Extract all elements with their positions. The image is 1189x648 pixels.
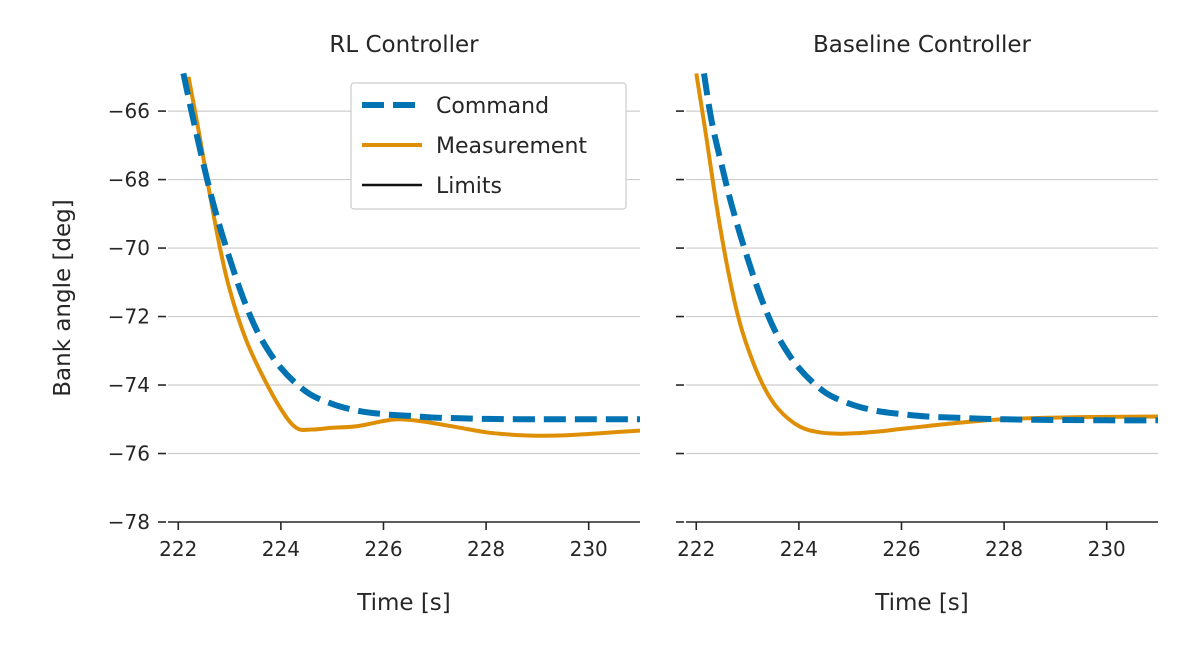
x-tick-label: 226	[882, 537, 920, 561]
x-tick-label: 230	[1088, 537, 1126, 561]
rl-controller-panel: RL Controller 222 224 226 228 230 −66−68−70−…	[108, 32, 640, 616]
plot-lines	[694, 72, 1158, 436]
legend-frame	[350, 82, 627, 210]
legend-label-command: Command	[436, 94, 549, 119]
x-axis-ticks: 222 224 226 228 230	[677, 522, 1126, 561]
y-tick-label: −72	[108, 305, 150, 329]
x-tick-label: 230	[570, 537, 608, 561]
baseline-controller-panel: Baseline Controller 222 224 226 228 230 Time…	[676, 32, 1158, 616]
x-axis-label: Time [s]	[356, 590, 451, 616]
series-line-measurement	[186, 76, 640, 438]
x-axis-label: Time [s]	[874, 590, 969, 616]
y-tick-label: −74	[108, 373, 150, 397]
y-tick-label: −78	[108, 510, 150, 534]
y-tick-label: −76	[108, 442, 150, 466]
x-tick-label: 224	[262, 537, 300, 561]
series-line-measurement	[694, 73, 1158, 436]
x-tick-label: 222	[677, 537, 715, 561]
y-tick-label: −70	[108, 236, 150, 260]
y-axis-label: Bank angle [deg]	[50, 199, 76, 397]
y-tick-label: −66	[108, 99, 150, 123]
x-tick-label: 228	[467, 537, 505, 561]
legend: Command Measurement Limits	[350, 82, 627, 210]
gridlines	[686, 110, 1158, 455]
series-line-command	[701, 72, 1158, 424]
x-axis-ticks: 222 224 226 228 230	[159, 522, 608, 561]
panel-title: Baseline Controller	[813, 32, 1032, 58]
legend-label-measurement: Measurement	[436, 134, 587, 159]
series-line-command	[180, 72, 640, 423]
y-axis-ticks	[676, 110, 684, 523]
y-axis-ticks: −66 −68 −70 −72 −74 −76 −78	[108, 99, 166, 534]
plot-lines	[180, 72, 640, 438]
x-tick-label: 226	[364, 537, 402, 561]
x-tick-label: 228	[985, 537, 1023, 561]
y-tick-label: −68	[108, 168, 150, 192]
legend-label-limits: Limits	[436, 174, 502, 199]
x-tick-label: 224	[780, 537, 818, 561]
x-tick-label: 222	[159, 537, 197, 561]
panel-title: RL Controller	[329, 32, 479, 58]
